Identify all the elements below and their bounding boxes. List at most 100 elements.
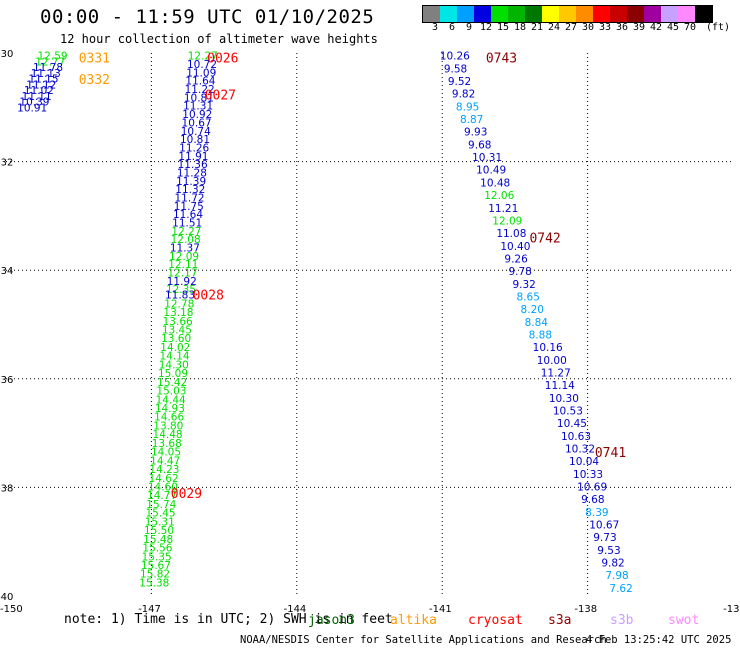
wave-height-value: 12.09 [169,251,199,263]
colorbar-swatch [593,6,610,22]
wave-height-value: 13.18 [163,307,193,319]
wave-height-value: 11.02 [24,85,54,97]
pass-time-label: 0331 [79,51,110,66]
altimeter-track: 12.5912.7711.7811.1311.1511.1211.0211.11… [17,51,67,115]
longitude-tick-label: -13 [723,604,739,615]
colorbar-label: 15 [497,22,510,33]
wave-height-value: 9.73 [593,532,616,544]
wave-height-value: 11.91 [178,151,208,163]
wave-height-value: 10.53 [553,405,583,417]
wave-height-value: 10.81 [180,134,210,146]
satellite-legend-item: cryosat [468,613,523,628]
wave-height-value: 15.42 [157,377,187,389]
wave-height-value: 14.77 [147,490,177,502]
colorbar-swatch [423,6,440,22]
colorbar-label: 42 [650,22,663,33]
wave-height-value: 8.65 [517,291,540,303]
wave-height-value: 10.92 [182,109,212,121]
pass-time-label: 0029 [171,487,202,502]
wave-height-value: 11.92 [167,276,197,288]
wave-height-value: 9.82 [601,558,624,570]
wave-height-value: 15.67 [141,560,171,572]
wave-height-value: 10.72 [187,59,217,71]
wave-height-value: 9.52 [448,76,471,88]
colorbar-label: 45 [667,22,680,33]
wave-height-value: 15.09 [158,368,188,380]
wave-height-value: 11.31 [183,101,213,113]
footer-note: note: 1) Time is in UTC; 2) SWH is in fe… [64,612,393,627]
wave-height-value: 7.62 [609,583,632,595]
wave-height-value: 14.62 [149,473,179,485]
colorbar-swatch [508,6,525,22]
wave-height-value: 10.00 [537,355,567,367]
wave-height-value: 13.66 [163,316,193,328]
latitude-tick-label: -34 [0,266,13,277]
wave-height-value: 11.32 [175,184,205,196]
wave-height-value: 15.74 [146,499,176,511]
wave-height-value: 14.23 [149,464,179,476]
wave-height-value: 9.68 [581,494,604,506]
wave-height-value: 10.32 [565,443,595,455]
wave-height-value: 9.53 [597,545,620,557]
wave-height-value: 15.45 [146,508,176,520]
wave-height-value: 10.67 [589,520,619,532]
wave-height-value: 9.78 [508,266,531,278]
wave-height-value: 10.04 [569,456,599,468]
wave-height-value: 9.32 [512,279,535,291]
wave-height-value: 11.27 [541,367,571,379]
colorbar-label: 27 [565,22,578,33]
colorbar-label: 39 [633,22,646,33]
wave-height-value: 10.31 [472,152,502,164]
wave-height-value: 11.11 [22,91,52,103]
wave-height-value: 10.63 [561,431,591,443]
wave-height-value: 11.26 [179,142,209,154]
wave-height-value: 9.68 [468,139,491,151]
colorbar-swatch [576,6,593,22]
wave-height-value: 14.44 [156,394,186,406]
wave-height-value: 11.28 [177,167,207,179]
wave-height-value: 13.68 [152,438,182,450]
latitude-tick-label: -36 [0,375,13,386]
wave-height-value: 12.35 [166,284,196,296]
wave-height-value: 11.64 [173,209,203,221]
wave-height-value: 12.77 [35,56,65,68]
wave-height-value: 13.60 [161,333,191,345]
wave-height-value: 10.81 [184,92,214,104]
colorbar-swatch [525,6,542,22]
pass-time-label: 0027 [205,88,236,103]
satellite-legend-item: jason3 [308,613,355,628]
satellite-legend-item: s3b [610,613,634,628]
colorbar-label: 18 [514,22,527,33]
wave-height-value: 12.06 [484,190,514,202]
longitude-tick-label: -144 [284,604,307,615]
wave-height-value: 10.91 [17,102,47,114]
wave-height-value: 12.11 [168,259,198,271]
wave-height-value: 14.60 [148,481,178,493]
colorbar-swatch [491,6,508,22]
wave-height-value: 11.64 [185,76,215,88]
longitude-tick-label: -138 [574,604,597,615]
pass-time-label: 0743 [486,51,517,66]
colorbar-label: 24 [548,22,561,33]
wave-height-value: 9.93 [464,127,487,139]
wave-height-value: 12.17 [167,268,197,280]
wave-height-value: 8.95 [456,101,479,113]
wave-height-value: 15.48 [143,534,173,546]
latitude-tick-label: -38 [0,483,13,494]
longitude-tick-label: -141 [429,604,452,615]
wave-height-value: 14.02 [160,342,190,354]
altimeter-track: 10.269.589.529.828.958.879.939.6810.3110… [440,51,633,595]
satellite-legend-item: swot [668,613,700,628]
wave-height-value: 15.35 [142,551,172,563]
wave-height-value: 10.45 [557,418,587,430]
pass-time-label: 0741 [595,446,626,461]
wave-height-value: 11.22 [185,84,215,96]
wave-height-value: 10.16 [533,342,563,354]
wave-height-value: 10.39 [19,97,49,109]
wave-height-value: 14.66 [154,412,184,424]
colorbar-swatch [661,6,678,22]
wave-height-value: 12.09 [492,215,522,227]
colorbar-swatch [542,6,559,22]
colorbar-swatch [644,6,661,22]
wave-height-value: 10.26 [440,51,470,63]
